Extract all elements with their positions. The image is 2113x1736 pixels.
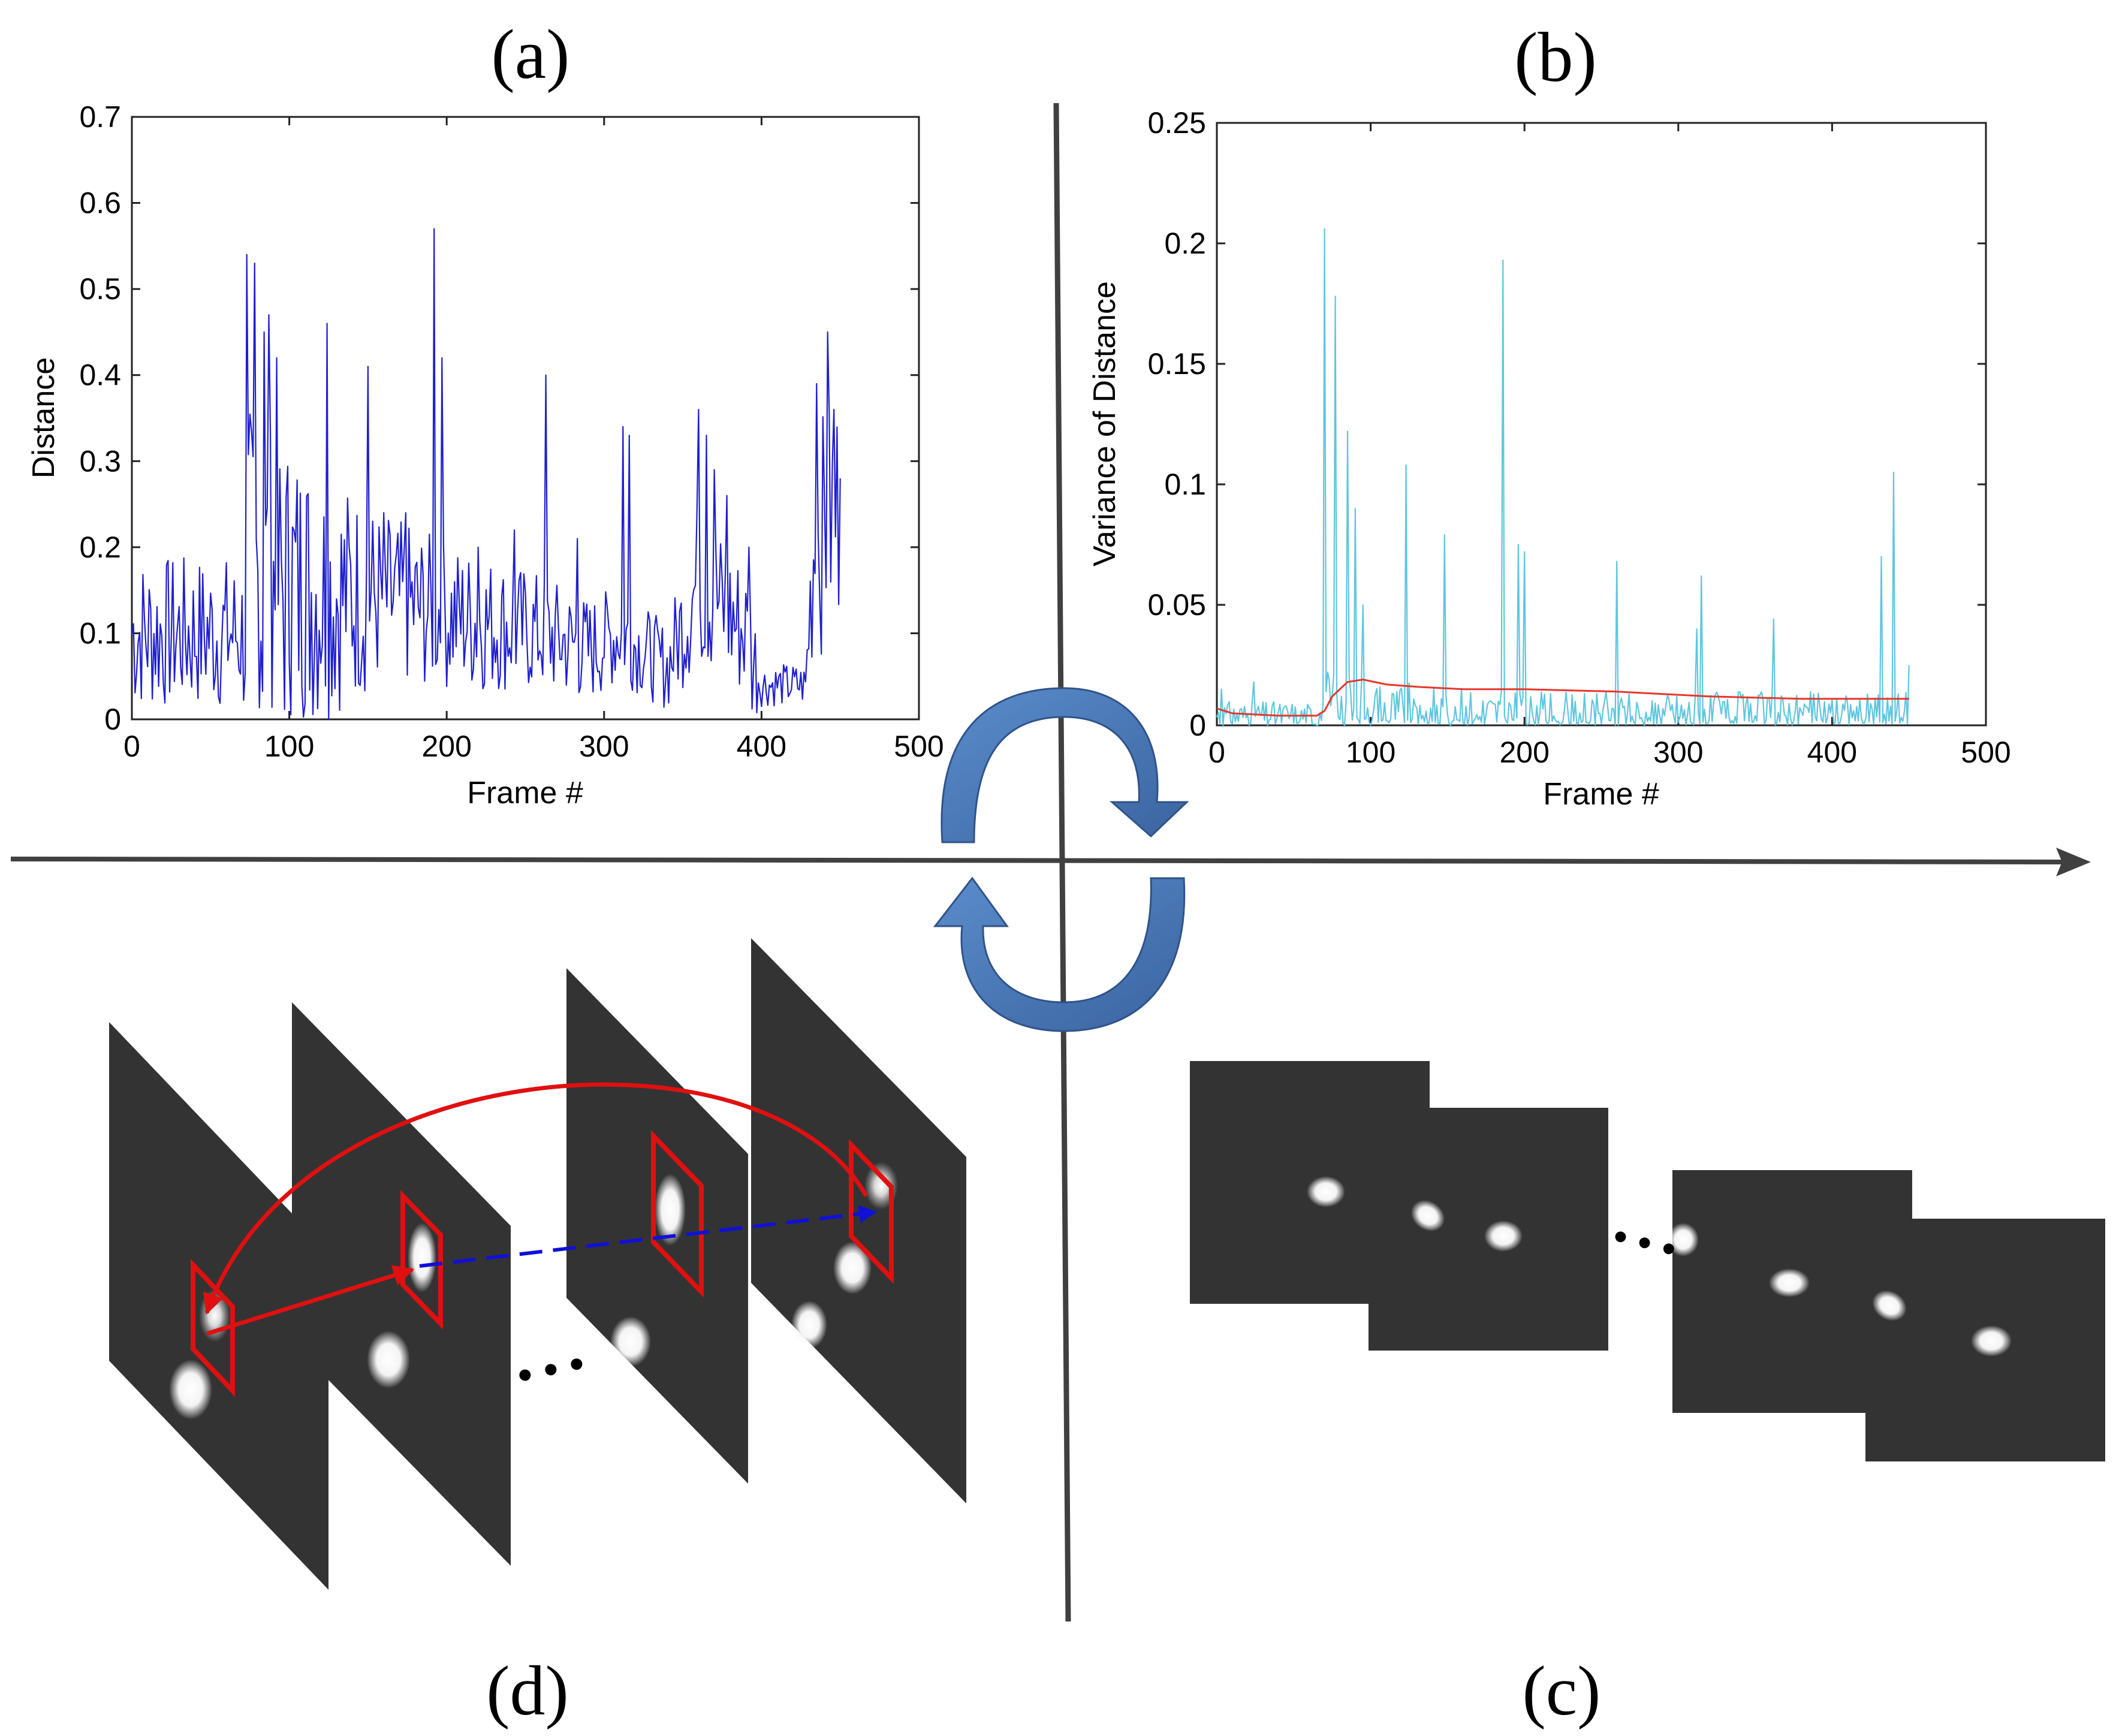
tracking-box-red bbox=[651, 1130, 704, 1298]
long-range-arrow bbox=[203, 1082, 869, 1315]
y-tick-label: 0.6 bbox=[79, 186, 121, 220]
cell-blob bbox=[791, 1301, 827, 1349]
x-tick-label: 500 bbox=[894, 730, 944, 763]
distance-series-line bbox=[131, 228, 841, 720]
dashed-tracking-arrow bbox=[419, 1205, 877, 1268]
y-tick-label: 0.1 bbox=[79, 616, 121, 650]
y-axis-label: Distance bbox=[26, 357, 61, 478]
cell-blob bbox=[408, 1223, 436, 1292]
cell-blob bbox=[833, 1241, 872, 1294]
variance-mean-line bbox=[1216, 679, 1909, 717]
tracking-box-red bbox=[400, 1190, 443, 1330]
x-tick-label: 100 bbox=[1346, 736, 1395, 769]
x-tick-label: 200 bbox=[421, 730, 471, 763]
cell-blob bbox=[1484, 1220, 1523, 1252]
short-range-arrow bbox=[206, 1265, 415, 1336]
cell-blob bbox=[1668, 1223, 1699, 1256]
frame-sequence-panel: • • • bbox=[1190, 1061, 2105, 1461]
y-axis-label: Variance of Distance bbox=[1087, 281, 1122, 566]
panel-label-c: (c) bbox=[1523, 1651, 1601, 1730]
cell-blob bbox=[1971, 1325, 2012, 1357]
cycle-arrow-bottom-icon bbox=[933, 876, 1186, 1032]
cell-blob bbox=[169, 1360, 212, 1419]
ellipsis-dots: • • • bbox=[1609, 1213, 1681, 1271]
x-tick-label: 300 bbox=[1653, 736, 1703, 769]
tracking-box-red bbox=[849, 1139, 894, 1284]
y-tick-label: 0.3 bbox=[79, 444, 121, 478]
panel-label-d: (d) bbox=[486, 1651, 569, 1730]
y-tick-label: 0.2 bbox=[1164, 227, 1206, 260]
distance-chart: 0 100 200 300 400 500 0 0.1 0.2 0.3 0.4 0.5 0.6 0.7 F… bbox=[26, 100, 944, 810]
oblique-frame bbox=[751, 938, 966, 1503]
y-tick-label: 0.15 bbox=[1148, 347, 1206, 381]
x-axis-label: Frame # bbox=[467, 776, 583, 810]
x-tick-label: 200 bbox=[1499, 736, 1549, 769]
ellipsis-dots: • • • bbox=[513, 1339, 589, 1399]
variance-chart: 0 100 200 300 400 500 0 0.05 0.1 0.15 0.2 0.25 Fram… bbox=[1087, 106, 2011, 812]
x-tick-label: 100 bbox=[264, 730, 314, 763]
cell-blob bbox=[610, 1316, 651, 1367]
y-tick-label: 0.05 bbox=[1148, 588, 1206, 622]
plot-frame bbox=[1216, 122, 1987, 727]
y-tick-label: 0.25 bbox=[1148, 106, 1206, 140]
horizontal-divider bbox=[10, 857, 2063, 864]
y-tick-label: 0 bbox=[104, 703, 121, 736]
cell-blob bbox=[1769, 1268, 1810, 1297]
x-axis-label: Frame # bbox=[1543, 777, 1659, 812]
cell-blob bbox=[367, 1331, 410, 1388]
y-tick-label: 0.4 bbox=[79, 358, 121, 392]
panel-label-a: (a) bbox=[492, 15, 570, 94]
y-tick-label: 0 bbox=[1189, 709, 1206, 742]
panel-label-b: (b) bbox=[1514, 18, 1597, 97]
x-tick-label: 0 bbox=[1208, 736, 1225, 769]
cell-blob bbox=[1872, 1290, 1907, 1321]
x-tick-label: 400 bbox=[737, 730, 786, 763]
cycle-arrows bbox=[933, 687, 1189, 1032]
y-tick-label: 0.1 bbox=[1164, 468, 1206, 501]
cell-blob bbox=[1307, 1176, 1345, 1207]
x-tick-label: 500 bbox=[1961, 736, 2010, 769]
horizontal-arrowhead bbox=[2056, 848, 2091, 876]
cell-blob bbox=[1410, 1199, 1445, 1232]
y-tick-label: 0.5 bbox=[79, 272, 121, 306]
cell-blob bbox=[655, 1174, 686, 1246]
frame-stack-panel: • • • bbox=[109, 938, 966, 1590]
y-tick-label: 0.7 bbox=[79, 100, 121, 134]
x-tick-label: 300 bbox=[579, 730, 629, 763]
cycle-arrow-top-icon bbox=[941, 687, 1189, 843]
x-tick-label: 400 bbox=[1807, 736, 1857, 769]
y-tick-label: 0.2 bbox=[79, 531, 121, 564]
x-tick-label: 0 bbox=[123, 730, 140, 763]
